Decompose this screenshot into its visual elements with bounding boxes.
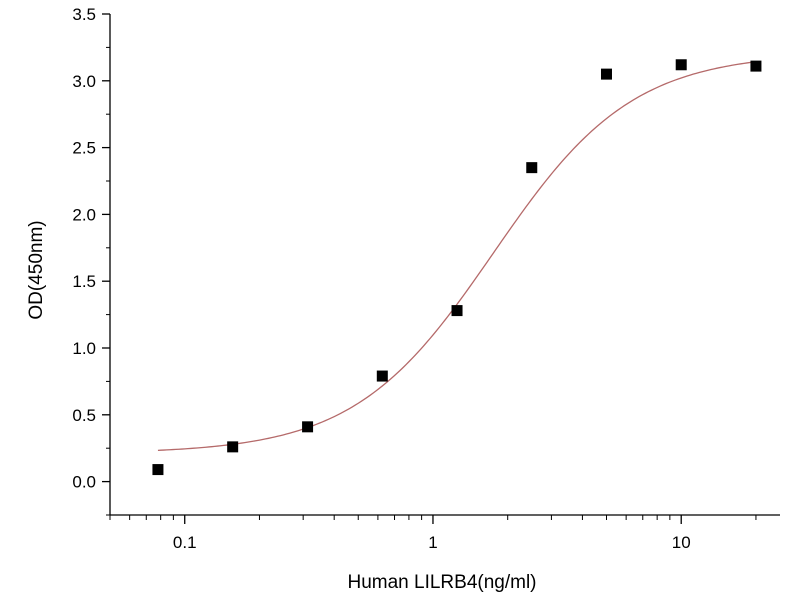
y-tick-label: 0.5: [72, 406, 96, 425]
data-point: [600, 68, 612, 80]
data-point: [451, 305, 463, 317]
data-point: [227, 441, 239, 453]
y-tick-label: 2.5: [72, 139, 96, 158]
data-point: [526, 162, 538, 174]
data-points: [152, 59, 762, 476]
data-point: [750, 60, 762, 72]
x-axis-title: Human LILRB4(ng/ml): [347, 572, 536, 593]
data-point: [675, 59, 687, 71]
y-tick-label: 2.0: [72, 205, 96, 224]
data-point: [152, 464, 164, 476]
x-tick-label: 10: [672, 533, 691, 552]
y-tick-label: 3.5: [72, 5, 96, 24]
y-tick-label: 0.0: [72, 473, 96, 492]
axes: [109, 14, 780, 516]
x-tick-label: 0.1: [173, 533, 197, 552]
data-point: [376, 370, 388, 382]
fit-curve: [157, 61, 757, 451]
y-axis-title: OD(450nm): [26, 220, 47, 319]
x-ticks: 0.1 1 10: [109, 515, 757, 552]
y-tick-label: 1.5: [72, 272, 96, 291]
y-tick-label: 1.0: [72, 339, 96, 358]
x-tick-label: 1: [428, 533, 437, 552]
data-point: [302, 421, 314, 433]
y-tick-label: 3.0: [72, 72, 96, 91]
y-ticks: 0.0 0.5 1.0 1.5 2.0 2.5 3.0 3.5: [72, 5, 110, 516]
